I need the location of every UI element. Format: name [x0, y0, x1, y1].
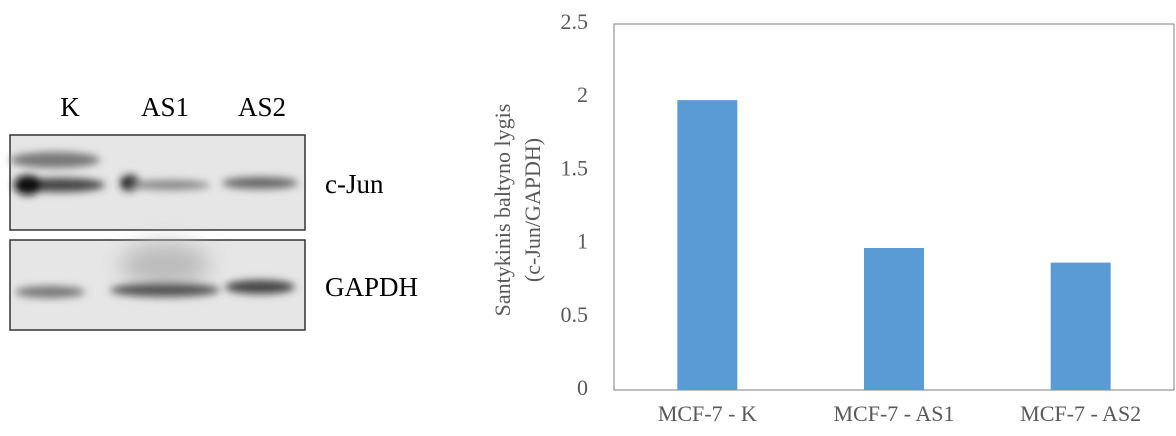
- bar: [677, 100, 737, 390]
- y-tick-label: 2.5: [561, 9, 589, 34]
- x-tick-label: MCF-7 - AS2: [1020, 401, 1141, 426]
- y-tick-label: 1: [577, 229, 588, 254]
- y-tick-label: 0.5: [561, 302, 589, 327]
- protein-label: GAPDH: [325, 272, 418, 302]
- y-axis-label: Santykinis baltyno lygis: [490, 104, 515, 317]
- bar-chart: Santykinis baltyno lygis (c-Jun/GAPDH) 0…: [490, 9, 1174, 426]
- x-tick-label: MCF-7 - AS1: [833, 401, 954, 426]
- y-tick-label: 2: [577, 82, 588, 107]
- lane-label: AS1: [141, 92, 189, 122]
- lane-label: K: [60, 92, 80, 122]
- bar: [1051, 263, 1111, 390]
- y-tick-label: 1.5: [561, 155, 589, 180]
- lane-label: AS2: [238, 92, 286, 122]
- x-tick-label: MCF-7 - K: [658, 401, 757, 426]
- bar: [864, 248, 924, 390]
- y-tick-label: 0: [577, 375, 588, 400]
- y-axis-label: (c-Jun/GAPDH): [520, 138, 545, 282]
- page: K AS1 AS2 c-Jun GAPDH Santykinis baltyno…: [0, 0, 1176, 436]
- protein-label: c-Jun: [325, 169, 384, 199]
- western-blot: K AS1 AS2 c-Jun GAPDH: [10, 92, 418, 330]
